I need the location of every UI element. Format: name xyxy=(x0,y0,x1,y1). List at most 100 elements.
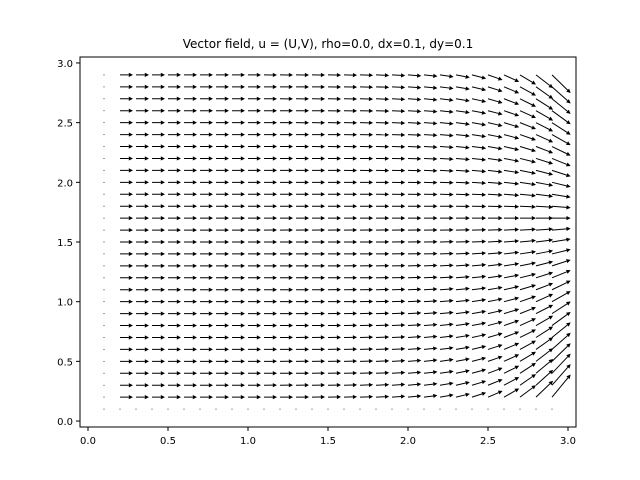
arrow-shaft xyxy=(519,122,533,128)
arrow-head xyxy=(400,382,406,387)
arrow-head xyxy=(384,192,390,197)
arrow-head xyxy=(176,395,182,400)
arrow-head xyxy=(208,299,214,304)
arrow-head xyxy=(192,335,198,340)
arrow-shaft xyxy=(551,157,567,165)
arrow-head xyxy=(176,335,182,340)
arrow-head xyxy=(176,156,182,161)
arrow-shaft xyxy=(535,134,550,141)
arrow-head xyxy=(465,251,470,256)
arrow-head xyxy=(256,359,262,364)
arrow-shaft xyxy=(519,376,533,386)
arrow-head xyxy=(384,85,390,90)
arrow-head xyxy=(320,180,326,185)
arrow-head xyxy=(144,180,150,185)
arrow-head xyxy=(401,216,406,221)
arrow-head xyxy=(384,358,390,364)
arrow-head xyxy=(336,192,342,197)
arrow-head xyxy=(449,85,454,91)
arrow-head xyxy=(566,237,571,242)
arrow-shaft xyxy=(519,240,532,243)
arrow-head xyxy=(498,285,503,291)
arrow-head xyxy=(320,239,326,245)
arrow-head xyxy=(498,123,503,128)
arrow-head xyxy=(176,120,182,125)
arrow-head xyxy=(531,170,536,175)
arrow-head xyxy=(481,75,487,80)
arrow-head xyxy=(449,357,454,363)
arrow-head xyxy=(481,239,487,244)
arrow-head xyxy=(368,132,374,137)
arrow-shaft xyxy=(503,157,516,162)
arrow-head xyxy=(192,395,198,400)
arrow-head xyxy=(160,299,166,304)
arrow-head xyxy=(514,193,520,198)
arrow-head xyxy=(304,120,310,125)
arrow-head xyxy=(304,108,310,113)
arrow-shaft xyxy=(439,347,450,350)
arrow-head xyxy=(272,311,278,316)
arrow-head xyxy=(352,216,358,221)
arrow-head xyxy=(400,73,406,78)
arrow-shaft xyxy=(535,339,550,350)
arrow-head xyxy=(433,263,438,268)
arrow-head xyxy=(400,358,406,363)
arrow-head xyxy=(566,205,571,210)
arrow-head xyxy=(288,227,294,233)
arrow-head xyxy=(548,238,554,243)
arrow-head xyxy=(224,323,230,328)
arrow-head xyxy=(160,132,166,137)
arrow-point xyxy=(103,336,105,338)
arrow-point xyxy=(423,408,425,410)
arrow-head xyxy=(400,311,406,316)
arrow-head xyxy=(160,311,166,316)
arrow-head xyxy=(336,347,342,352)
arrow-shaft xyxy=(439,74,450,77)
arrow-head xyxy=(240,299,246,304)
arrow-head xyxy=(304,72,310,78)
arrow-point xyxy=(103,229,105,231)
arrow-head xyxy=(320,108,326,113)
arrow-head xyxy=(144,132,150,137)
arrow-head xyxy=(401,192,406,197)
arrow-head xyxy=(352,370,358,376)
arrow-point xyxy=(103,157,105,159)
arrow-head xyxy=(566,374,571,380)
arrow-shaft xyxy=(519,274,533,279)
arrow-head xyxy=(514,89,520,94)
arrow-head xyxy=(304,299,310,304)
arrow-head xyxy=(336,371,342,376)
arrow-head xyxy=(368,156,374,161)
arrow-head xyxy=(128,383,134,388)
arrow-shaft xyxy=(519,74,533,83)
arrow-head xyxy=(481,122,487,127)
arrow-head xyxy=(449,192,454,197)
arrow-shaft xyxy=(407,98,418,100)
arrow-shaft xyxy=(551,122,568,133)
arrow-head xyxy=(160,287,166,292)
arrow-head xyxy=(224,84,230,89)
arrow-head xyxy=(498,274,503,279)
arrow-point xyxy=(279,408,281,410)
arrow-head xyxy=(400,299,406,304)
arrow-shaft xyxy=(551,181,567,187)
arrow-head xyxy=(128,168,134,173)
arrow-head xyxy=(160,251,166,257)
arrow-head xyxy=(208,192,214,197)
arrow-head xyxy=(144,156,150,161)
arrow-head xyxy=(320,227,326,233)
arrow-shaft xyxy=(471,86,483,90)
arrow-head xyxy=(566,343,571,348)
arrow-head xyxy=(514,158,520,163)
arrow-shaft xyxy=(551,335,568,350)
arrow-head xyxy=(240,96,246,101)
arrow-head xyxy=(336,168,342,173)
arrow-head xyxy=(531,193,536,198)
arrow-head xyxy=(160,371,166,376)
arrow-shaft xyxy=(535,284,550,291)
arrow-shaft xyxy=(519,263,532,267)
arrow-head xyxy=(304,216,310,221)
arrow-head xyxy=(514,147,520,152)
arrow-head xyxy=(449,275,454,280)
arrow-shaft xyxy=(551,345,568,362)
